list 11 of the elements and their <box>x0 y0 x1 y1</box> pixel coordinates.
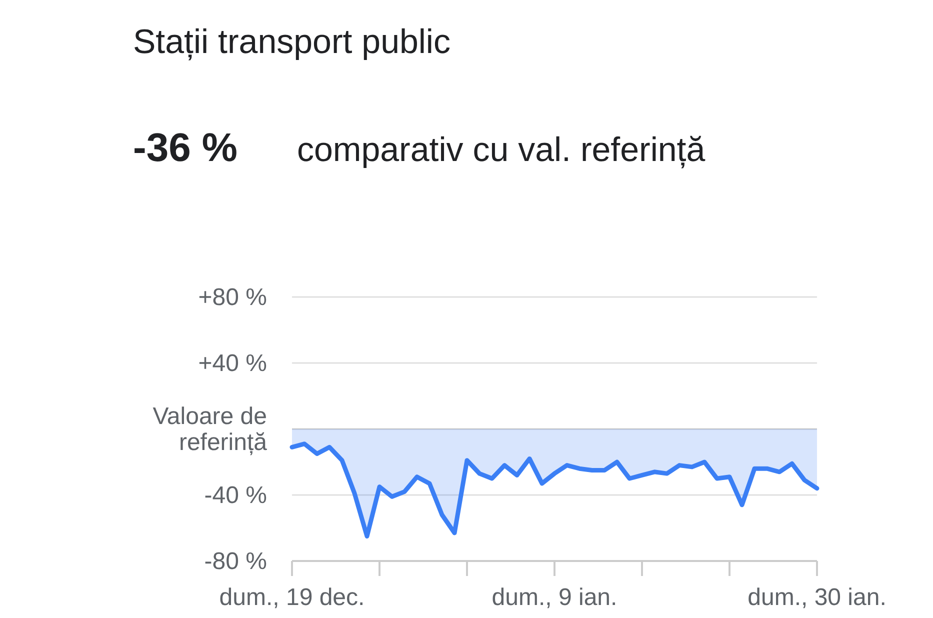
chart-subtitle: comparativ cu val. referință <box>297 131 706 169</box>
chart-title: Stații transport public <box>133 23 450 61</box>
y-tick-label: -40 % <box>204 482 267 509</box>
text: -36 % <box>133 126 238 170</box>
x-tick-label: dum., 19 dec. <box>219 584 365 611</box>
y-tick-label: Valoare de referință <box>152 403 268 456</box>
x-tick-label: dum., 30 ian. <box>748 584 886 611</box>
y-tick-label: -80 % <box>204 548 267 575</box>
y-tick-label: +80 % <box>198 284 267 311</box>
y-tick-label: +40 % <box>198 350 267 377</box>
x-tick-label: dum., 9 ian. <box>492 584 618 611</box>
